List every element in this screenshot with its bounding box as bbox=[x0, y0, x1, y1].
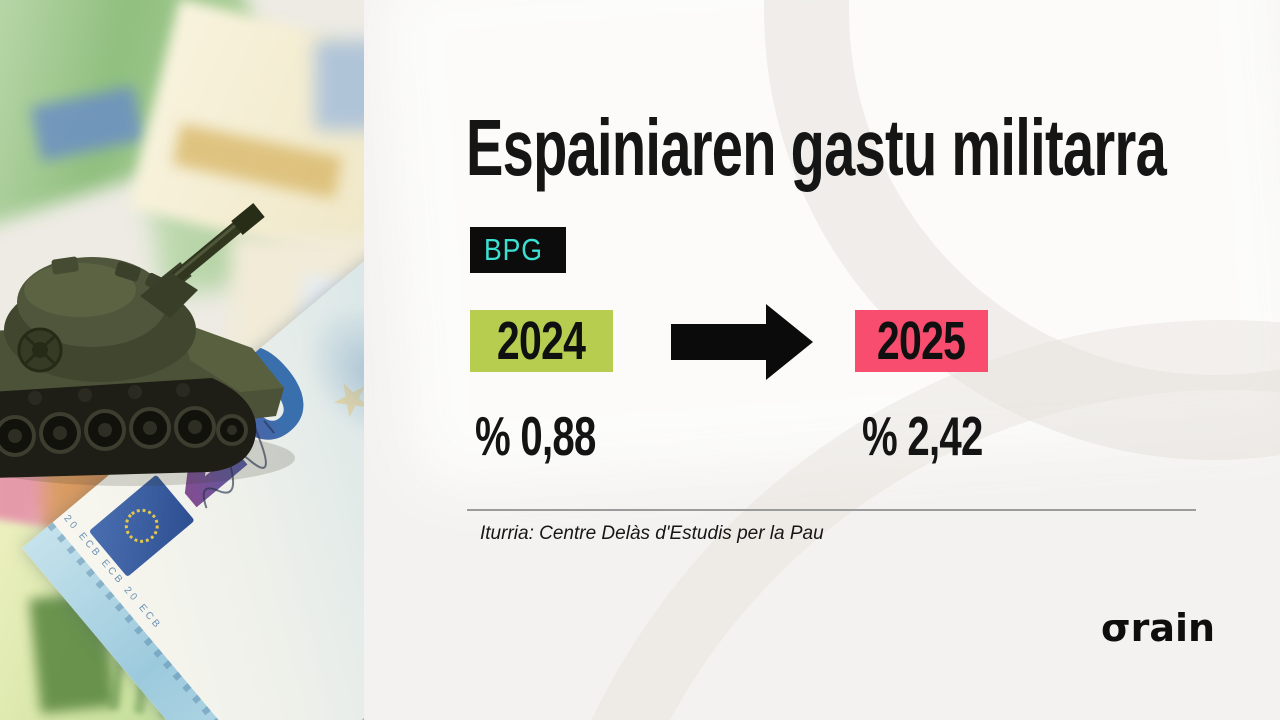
value-2024: % 0,88 bbox=[475, 405, 596, 467]
year-2025-chip: 2025 bbox=[855, 310, 988, 372]
photo-tank-on-euros: ✦ 20 ECB ECB 20 ECB 20 ★ bbox=[0, 0, 364, 720]
value-2025: % 2,42 bbox=[862, 405, 983, 467]
banknote-blue-corner bbox=[315, 40, 364, 130]
orain-logo-o: σ bbox=[1101, 606, 1131, 650]
orain-logo: σrain bbox=[1101, 606, 1215, 650]
arrow-right-icon bbox=[671, 304, 813, 380]
gdp-badge-label: BPG bbox=[484, 232, 543, 267]
year-2024-label: 2024 bbox=[497, 311, 586, 371]
toy-tank-icon bbox=[0, 203, 295, 486]
page-title: Espainiaren gastu militarra bbox=[466, 103, 1167, 192]
divider-line bbox=[467, 509, 1196, 511]
year-2025-label: 2025 bbox=[877, 311, 966, 371]
source-caption: Iturria: Centre Delàs d'Estudis per la P… bbox=[480, 523, 824, 544]
orain-logo-rest: rain bbox=[1130, 606, 1216, 650]
gdp-badge: BPG bbox=[470, 227, 567, 273]
year-2024-chip: 2024 bbox=[470, 310, 613, 372]
